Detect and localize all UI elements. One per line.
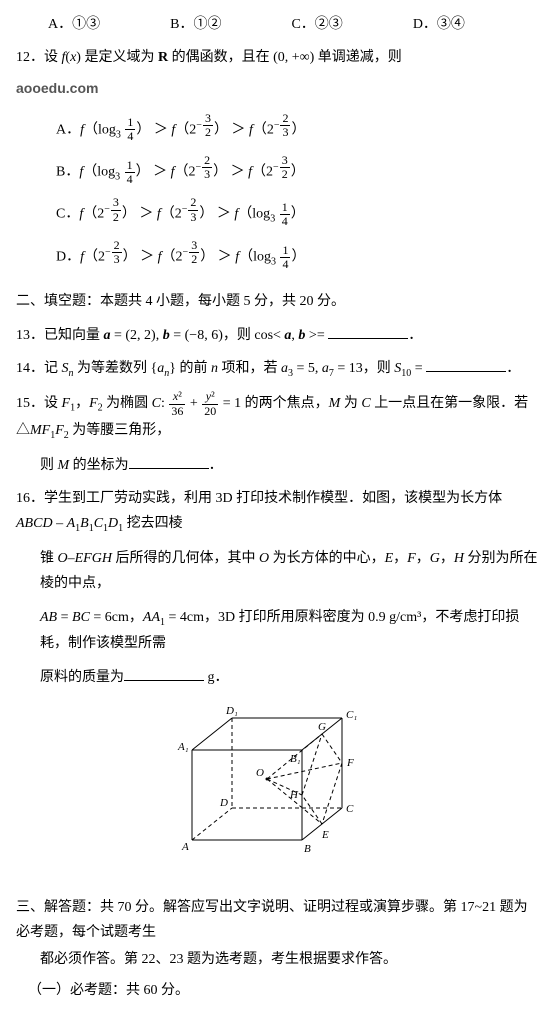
q13-tail: ． xyxy=(408,328,422,343)
lbl-F: F xyxy=(346,757,354,769)
q15-tail: ． xyxy=(209,458,223,473)
watermark: aooedu.com xyxy=(16,76,538,101)
lbl-O: O xyxy=(256,767,264,779)
q16-line4: 原料的质量为 g． xyxy=(16,665,538,690)
section3-line1: 三、解答题：共 70 分。解答应写出文字说明、证明过程或演算步骤。第 17~21… xyxy=(16,895,538,945)
lbl-A1: A₁ xyxy=(177,741,189,753)
lbl-B1: B₁ xyxy=(290,753,301,765)
lbl-C: C xyxy=(346,803,354,815)
q15: 15．设 F1，F2 为椭圆 C: x²36 + y²20 = 1 的两个焦点，… xyxy=(16,390,538,445)
lbl-A: A xyxy=(181,841,189,853)
q11-C: C．②③ xyxy=(291,12,342,37)
q13-blank xyxy=(328,324,408,339)
q11-A: A．①③ xyxy=(48,12,100,37)
q16-blank xyxy=(124,666,204,681)
lbl-D: D xyxy=(219,797,228,809)
q16-tail: g． xyxy=(204,670,229,685)
lbl-G: G xyxy=(318,721,326,733)
q12-B: B．f（log3 14） ＞ f（2−23） ＞ f（2−32） xyxy=(16,154,538,186)
q16-line1: 16．学生到工厂劳动实践，利用 3D 打印技术制作模型．如图，该模型为长方体 A… xyxy=(16,486,538,538)
q15-blank xyxy=(129,454,209,469)
q14-blank xyxy=(426,357,506,372)
q16-line3: AB = BC = 6cm，AA1 = 4cm，3D 打印所用原料密度为 0.9… xyxy=(16,605,538,657)
q14-tail: ． xyxy=(506,361,520,376)
q16-figure: D₁ C₁ A₁ B₁ A B C D G F E H O xyxy=(16,700,538,879)
q11-B: B．①② xyxy=(170,12,221,37)
section3-line3: （一）必考题：共 60 分。 xyxy=(16,978,538,1003)
cuboid-svg: D₁ C₁ A₁ B₁ A B C D G F E H O xyxy=(172,700,382,870)
section3-line2: 都必须作答。第 22、23 题为选考题，考生根据要求作答。 xyxy=(16,947,538,972)
lbl-D1: D₁ xyxy=(225,705,238,717)
q11-D: D．③④ xyxy=(413,12,465,37)
q13: 13．已知向量 a = (2, 2), b = (−8, 6)，则 cos< a… xyxy=(16,323,538,348)
lbl-C1: C₁ xyxy=(346,709,357,721)
section2-title: 二、填空题：本题共 4 小题，每小题 5 分，共 20 分。 xyxy=(16,289,538,314)
lbl-E: E xyxy=(321,829,329,841)
q12-D: D．f（2−23） ＞ f（2−32） ＞ f（log3 14） xyxy=(16,239,538,271)
lbl-H: H xyxy=(289,789,299,801)
q16-line2: 锥 O–EFGH 后所得的几何体，其中 O 为长方体的中心，E，F，G，H 分别… xyxy=(16,546,538,596)
q12-C: C．f（2−32） ＞ f（2−23） ＞ f（log3 14） xyxy=(16,196,538,228)
q15-line2: 则 M 的坐标为． xyxy=(16,453,538,478)
lbl-B: B xyxy=(304,843,311,855)
q14: 14．记 Sn 为等差数列 {an} 的前 n 项和，若 a3 = 5, a7 … xyxy=(16,356,538,383)
q12-A: A．f（log3 14） ＞ f（2−32） ＞ f（2−23） xyxy=(16,112,538,144)
q11-options: A．①③ B．①② C．②③ D．③④ xyxy=(16,12,538,37)
q12-stem: 12．设 f(x) 是定义域为 R 的偶函数，且在 (0, +∞) 单调递减，则 xyxy=(16,45,538,70)
